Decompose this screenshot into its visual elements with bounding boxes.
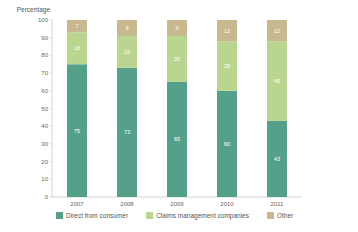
- y-tick: [50, 55, 52, 56]
- chart: Percentage 0 10 20 30 40 50 60 70 80 90 100 75 18 7 73 1…: [0, 0, 358, 232]
- y-tick: [50, 143, 52, 144]
- y-tick: [50, 37, 52, 38]
- y-tick-label: 30: [41, 141, 48, 147]
- data-label: 73: [124, 129, 130, 135]
- data-label: 9: [175, 25, 178, 31]
- y-tick: [50, 179, 52, 180]
- y-tick-label: 10: [41, 176, 48, 182]
- y-tick: [50, 73, 52, 74]
- y-tick-label: 20: [41, 159, 48, 165]
- data-label: 28: [224, 63, 230, 69]
- bar-segment: [67, 32, 87, 64]
- legend-label: Direct from consumer: [66, 212, 129, 219]
- legend-swatch: [56, 212, 63, 219]
- y-tick-label: 50: [41, 106, 48, 112]
- data-label: 7: [75, 23, 78, 29]
- y-tick-label: 60: [41, 88, 48, 94]
- bar-segment: [167, 36, 187, 82]
- bar-segment: [67, 20, 87, 32]
- y-tick: [50, 20, 52, 21]
- bar-segment: [117, 36, 137, 68]
- y-tick: [50, 197, 52, 198]
- bar-segment: [267, 20, 287, 41]
- legend-swatch: [146, 212, 153, 219]
- bars: [67, 20, 287, 197]
- data-label: 9: [125, 25, 128, 31]
- bar-segment: [267, 41, 287, 121]
- data-label: 18: [124, 49, 130, 55]
- legend-label: Claims management companies: [156, 212, 250, 220]
- legend-label: Other: [277, 212, 294, 219]
- y-tick: [50, 126, 52, 127]
- y-tick: [50, 90, 52, 91]
- bar-segment: [67, 64, 87, 197]
- bar-segment: [217, 41, 237, 91]
- bar-segment: [217, 20, 237, 41]
- bar-segment: [167, 82, 187, 197]
- bar-segment: [117, 68, 137, 197]
- y-tick: [50, 161, 52, 162]
- y-axis-label: Percentage: [17, 6, 51, 14]
- data-label: 60: [224, 141, 230, 147]
- data-label: 43: [274, 156, 280, 162]
- y-tick: [50, 108, 52, 109]
- data-label: 45: [274, 78, 280, 84]
- x-tick-label: 2011: [271, 201, 285, 207]
- y-tick-label: 0: [45, 194, 49, 200]
- y-tick-label: 40: [41, 123, 48, 129]
- data-label: 12: [224, 28, 230, 34]
- y-tick-label: 100: [38, 17, 49, 23]
- x-tick-label: 2010: [220, 201, 234, 207]
- data-label: 75: [74, 128, 80, 134]
- bar-segment: [167, 20, 187, 36]
- x-tick-label: 2007: [70, 201, 84, 207]
- bar-segment: [267, 121, 287, 197]
- legend-swatch: [267, 212, 274, 219]
- data-label: 18: [74, 45, 80, 51]
- x-tick-label: 2009: [170, 201, 184, 207]
- data-label: 65: [174, 136, 180, 142]
- data-label: 12: [274, 28, 280, 34]
- bar-segment: [117, 20, 137, 36]
- y-tick-label: 80: [41, 52, 48, 58]
- bar-segment: [217, 91, 237, 197]
- data-label: 26: [174, 56, 180, 62]
- x-tick-label: 2008: [120, 201, 134, 207]
- y-tick-label: 90: [41, 35, 48, 41]
- y-tick-label: 70: [41, 70, 48, 76]
